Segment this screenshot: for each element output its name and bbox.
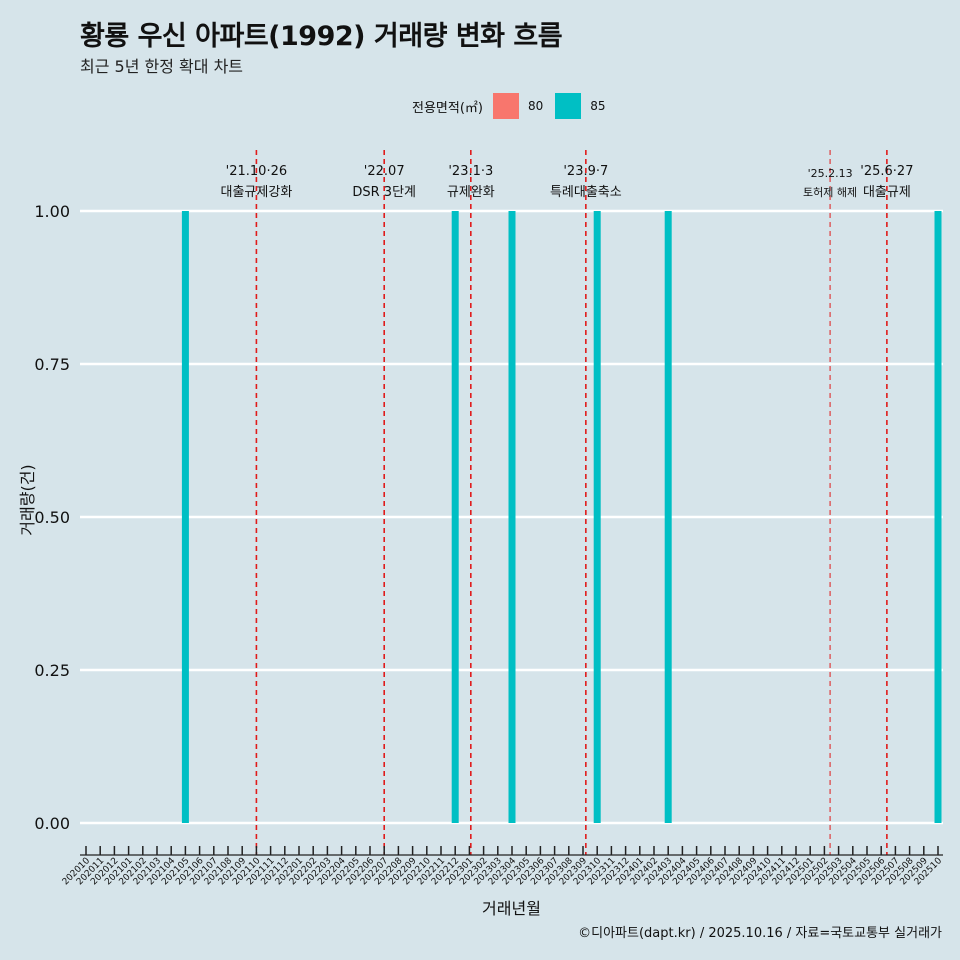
y-axis-title: 거래량(건) [18,464,37,535]
y-tick-label: 1.00 [34,202,70,221]
bar [508,211,516,823]
y-tick-label: 0.25 [34,661,70,680]
chart-subtitle: 최근 5년 한정 확대 차트 [80,57,244,76]
legend-item-80: 80 [492,93,544,119]
legend-title: 전용면적(㎡) [412,100,483,116]
event-label: 규제완화 [447,185,495,200]
event-label: 특례대출축소 [550,185,622,200]
x-axis-title: 거래년월 [482,899,541,918]
chart-title: 황룡 우신 아파트(1992) 거래량 변화 흐름 [80,21,563,52]
event-lines [255,150,888,855]
event-label: 토허제 해제 [803,185,857,199]
bar [934,211,942,823]
legend-swatch-85 [555,93,582,119]
y-tick-label: 0.75 [34,355,70,374]
bar [181,211,189,823]
event-label: 대출규제강화 [221,185,293,200]
y-tick-label: 0.50 [34,508,70,527]
bars [181,211,942,823]
event-date: '23.1·3 [448,164,493,179]
bar [664,211,672,823]
event-date: '21.10·26 [226,164,287,179]
x-axis: 2020102020112020122021012021022021032021… [61,846,944,887]
event-label: DSR 3단계 [352,185,416,200]
event-date: '22.07 [364,164,405,179]
legend: 전용면적(㎡) 80 85 [412,92,618,120]
event-label: 대출규제 [863,185,911,200]
event-date: '23.9·7 [563,164,608,179]
event-date: '25.2.13 [808,167,853,180]
y-axis: 0.00 0.25 0.50 0.75 1.00 [34,202,70,833]
legend-swatch-80 [492,93,519,119]
source-credit: ©디아파트(dapt.kr) / 2025.10.16 / 자료=국토교통부 실… [578,926,942,941]
legend-item-85: 85 [555,93,606,119]
bar [451,211,459,823]
y-tick-label: 0.00 [34,814,70,833]
event-annotations: '21.10·26 대출규제강화 '22.07 DSR 3단계 '23.1·3 규제완화 '… [221,164,914,200]
bar [593,211,601,823]
legend-label-80: 80 [527,99,544,113]
legend-label-85: 85 [590,99,606,113]
event-date: '25.6·27 [860,164,913,179]
